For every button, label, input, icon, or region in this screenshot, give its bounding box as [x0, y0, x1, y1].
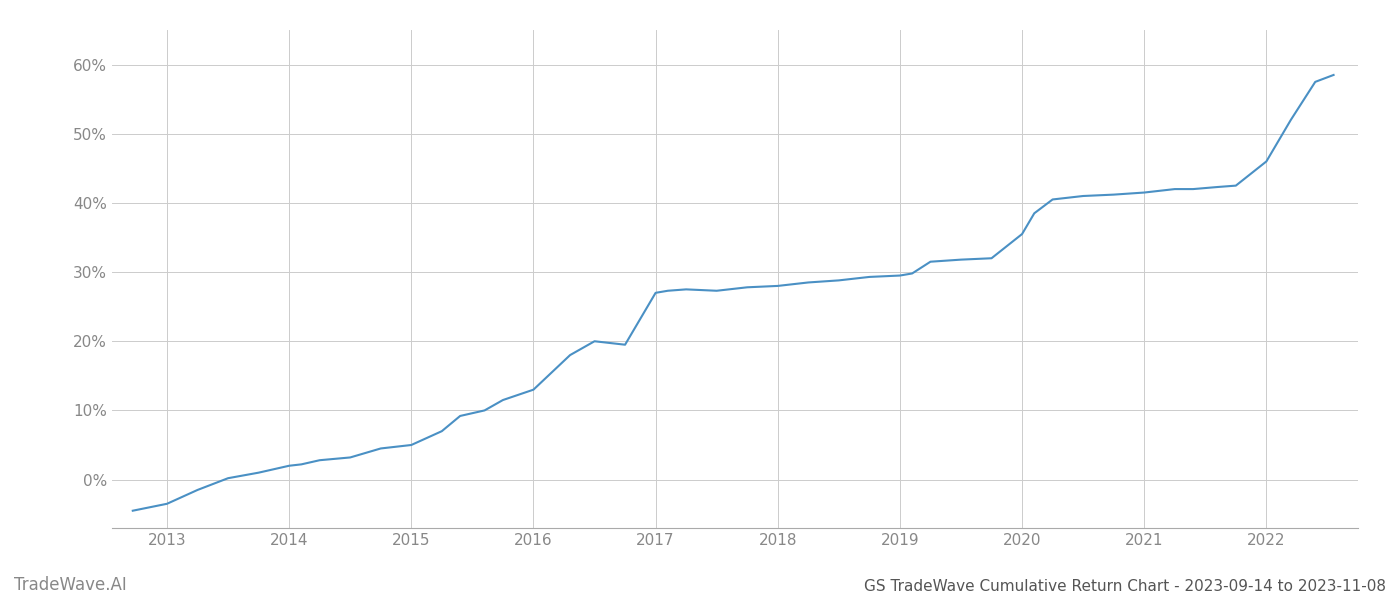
- Text: GS TradeWave Cumulative Return Chart - 2023-09-14 to 2023-11-08: GS TradeWave Cumulative Return Chart - 2…: [864, 579, 1386, 594]
- Text: TradeWave.AI: TradeWave.AI: [14, 576, 127, 594]
